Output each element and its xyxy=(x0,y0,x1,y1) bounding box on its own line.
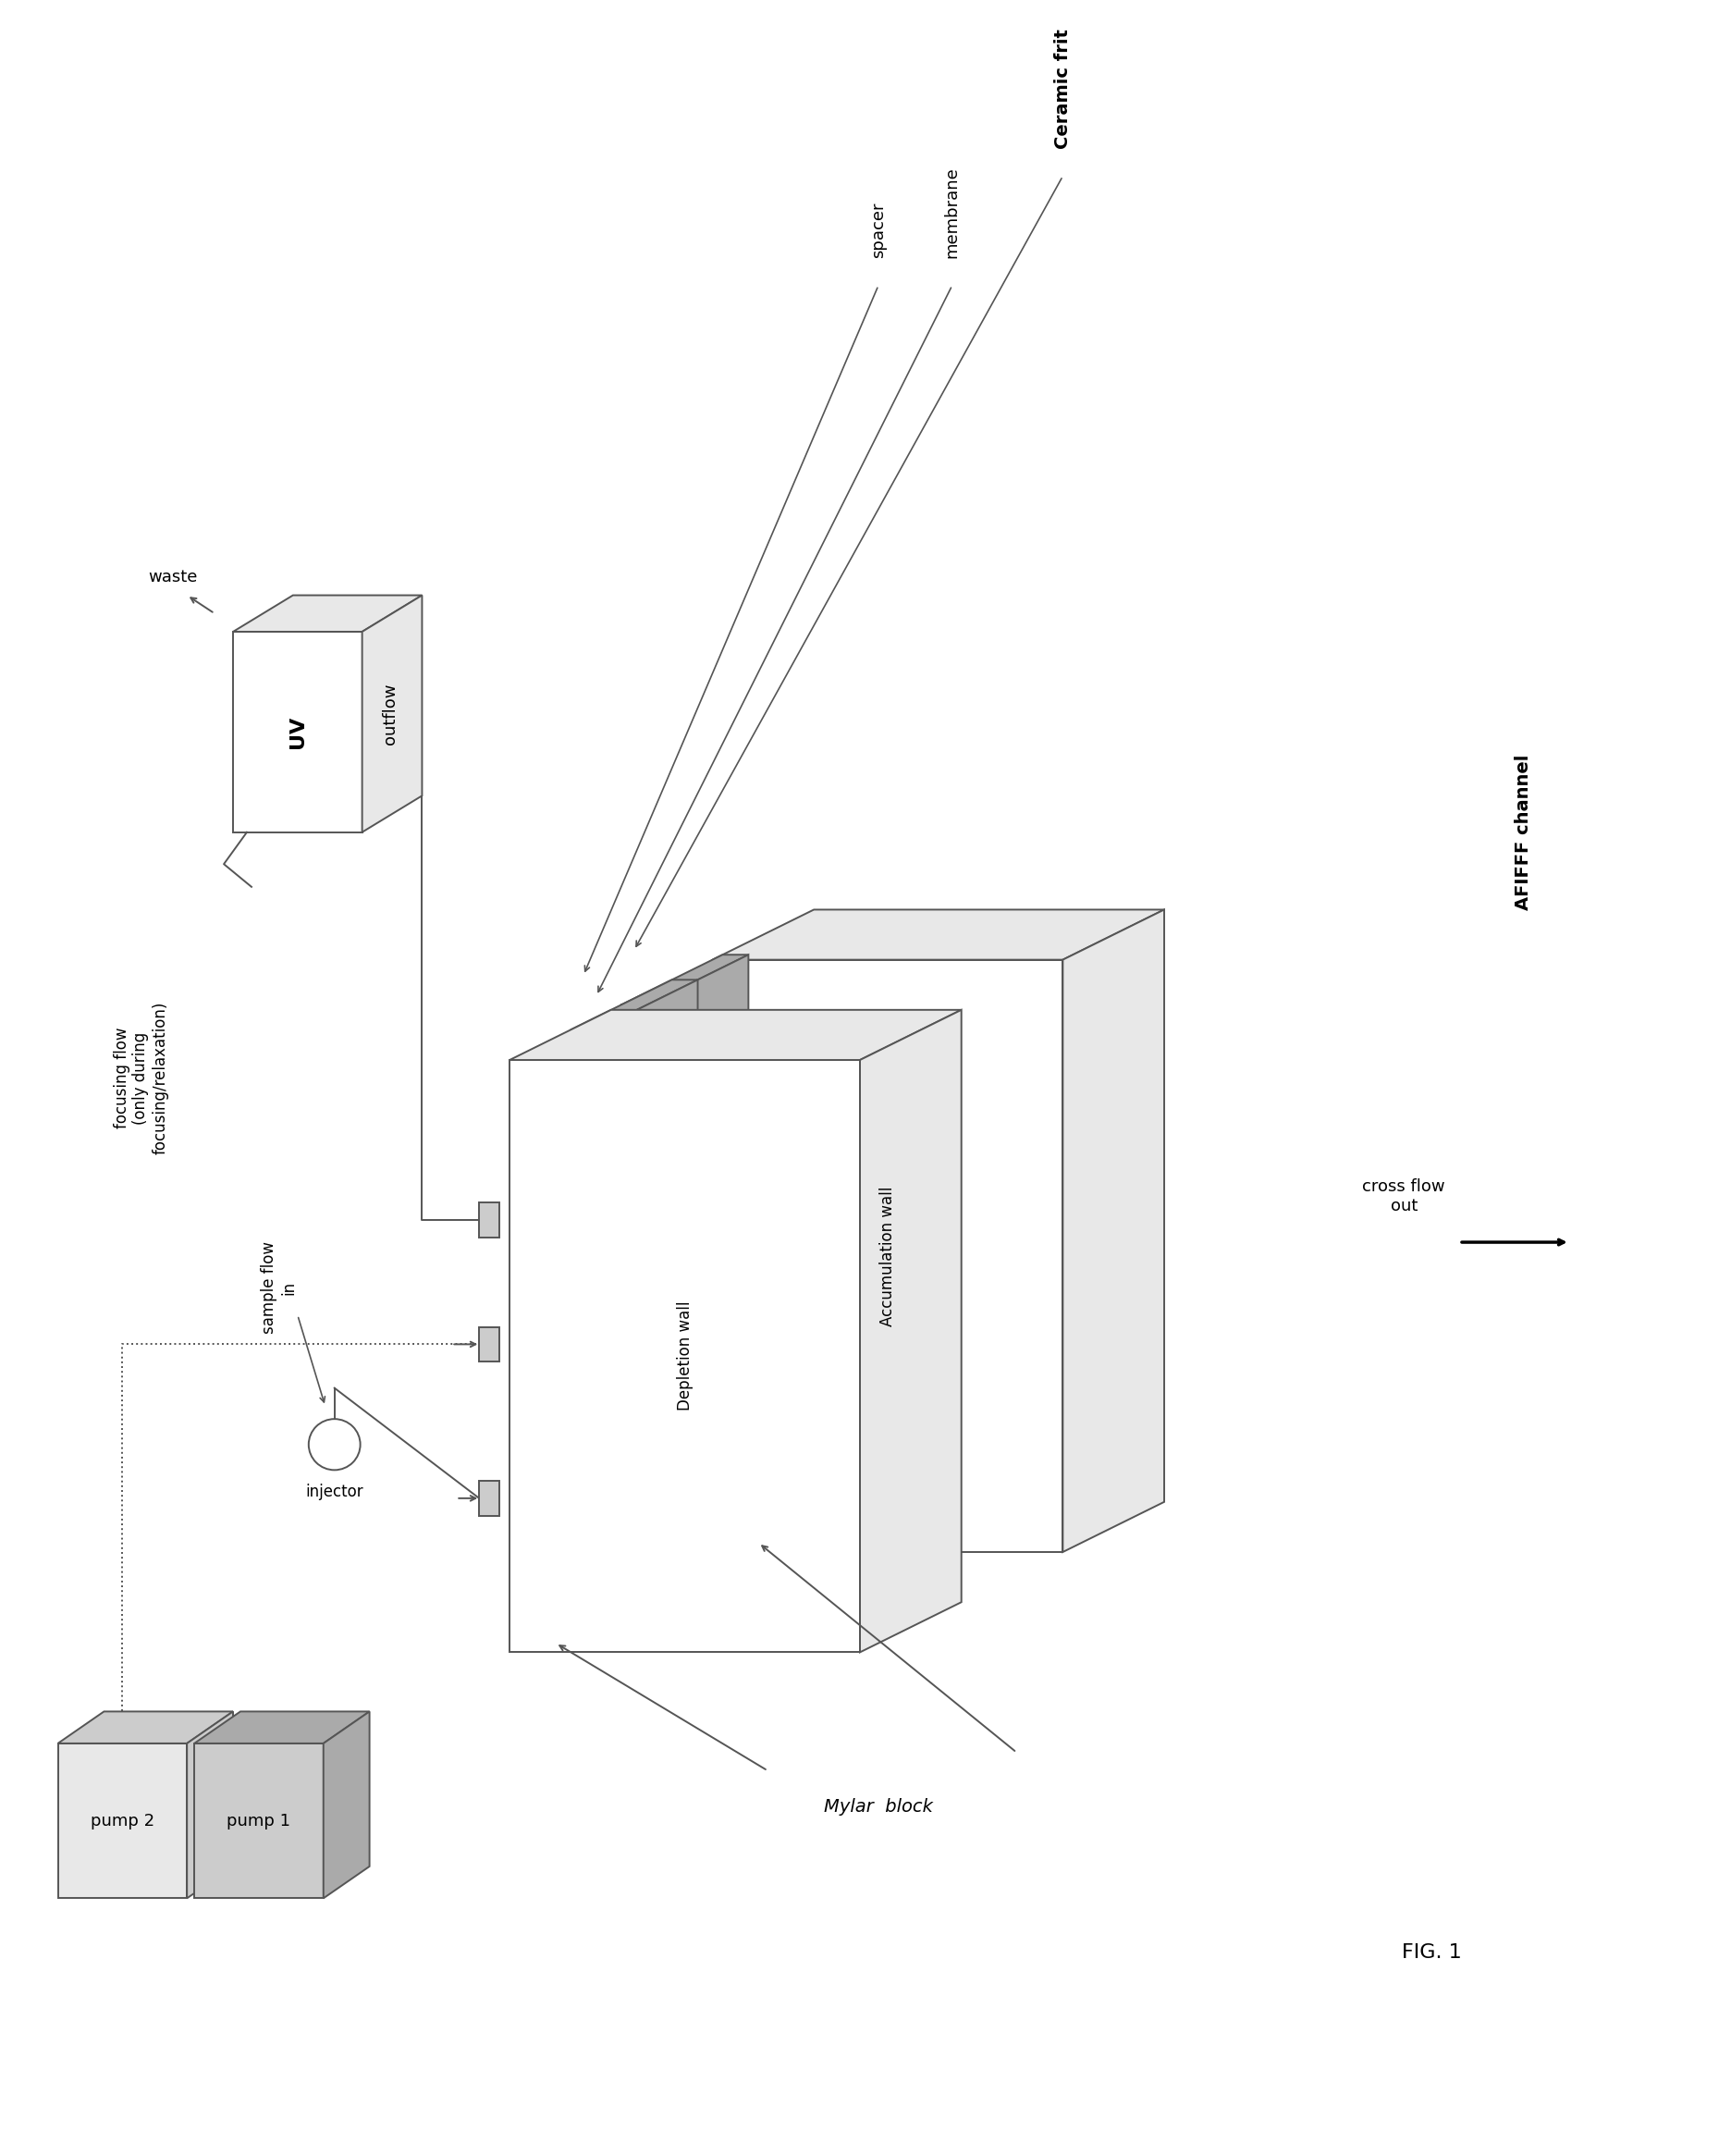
Text: AFIFFF channel: AFIFFF channel xyxy=(1515,755,1532,910)
Text: Mylar  block: Mylar block xyxy=(824,1798,933,1815)
Polygon shape xyxy=(557,1119,660,1533)
Text: focusing flow
(only during
focusing/relaxation): focusing flow (only during focusing/rela… xyxy=(113,1003,168,1156)
Text: UV: UV xyxy=(289,716,306,748)
Polygon shape xyxy=(234,632,362,832)
Polygon shape xyxy=(713,959,1063,1552)
Text: Ceramic frit: Ceramic frit xyxy=(1054,28,1071,149)
Polygon shape xyxy=(595,1005,621,1621)
Polygon shape xyxy=(324,1712,369,1897)
Text: spacer: spacer xyxy=(871,203,886,259)
Polygon shape xyxy=(362,595,422,832)
Polygon shape xyxy=(647,955,748,1598)
Polygon shape xyxy=(194,1744,324,1897)
Polygon shape xyxy=(509,1009,961,1061)
Polygon shape xyxy=(713,910,1165,959)
Polygon shape xyxy=(621,1005,647,1598)
Text: Accumulation wall: Accumulation wall xyxy=(879,1186,897,1326)
Text: membrane: membrane xyxy=(943,166,961,259)
Polygon shape xyxy=(57,1712,234,1744)
Text: Depletion wall: Depletion wall xyxy=(677,1302,692,1410)
Text: sample flow
in: sample flow in xyxy=(261,1242,298,1335)
FancyBboxPatch shape xyxy=(479,1481,500,1516)
Text: FIG. 1: FIG. 1 xyxy=(1402,1945,1461,1962)
Text: cross flow
out: cross flow out xyxy=(1362,1179,1445,1214)
FancyBboxPatch shape xyxy=(479,1203,500,1238)
Text: pump 1: pump 1 xyxy=(227,1813,291,1828)
Text: waste: waste xyxy=(149,569,197,586)
Polygon shape xyxy=(187,1712,234,1897)
Text: outflow: outflow xyxy=(381,683,398,744)
Polygon shape xyxy=(595,979,698,1621)
Text: pump 2: pump 2 xyxy=(90,1813,154,1828)
Polygon shape xyxy=(621,955,748,1005)
Polygon shape xyxy=(194,1712,369,1744)
Polygon shape xyxy=(1063,910,1165,1552)
FancyBboxPatch shape xyxy=(479,1326,500,1363)
Polygon shape xyxy=(234,595,422,632)
Text: injector: injector xyxy=(305,1483,364,1501)
Polygon shape xyxy=(509,1061,860,1651)
Polygon shape xyxy=(57,1744,187,1897)
Polygon shape xyxy=(860,1009,961,1651)
Polygon shape xyxy=(571,1031,595,1621)
Polygon shape xyxy=(571,979,698,1031)
